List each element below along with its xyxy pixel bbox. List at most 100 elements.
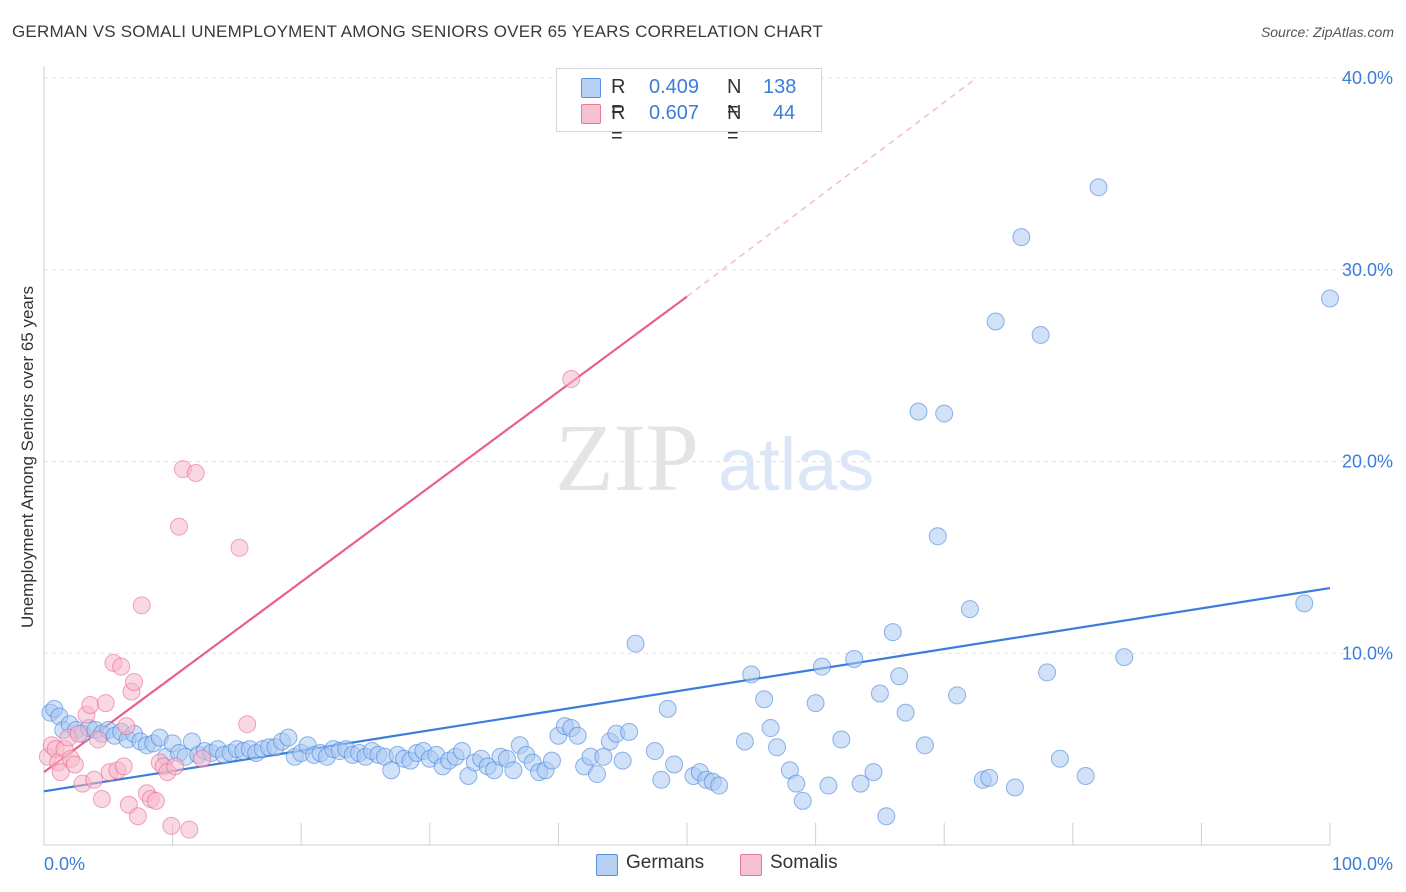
point-germans: [896, 703, 915, 722]
legend-label-germans: Germans: [626, 852, 705, 873]
point-germans: [710, 776, 729, 795]
point-germans: [761, 719, 780, 738]
point-germans: [793, 791, 812, 810]
point-somalis: [128, 807, 147, 826]
point-germans: [1076, 766, 1095, 785]
point-germans: [742, 665, 761, 684]
watermark: ZIP atlas: [555, 404, 874, 511]
point-somalis: [69, 724, 88, 743]
legend-r-value: 0.607: [649, 102, 700, 124]
point-germans: [819, 776, 838, 795]
point-germans: [980, 768, 999, 787]
watermark-zip: ZIP: [555, 404, 699, 511]
point-germans: [883, 623, 902, 642]
point-somalis: [193, 749, 212, 768]
point-germans: [806, 694, 825, 713]
point-germans: [620, 722, 639, 741]
point-germans: [658, 699, 677, 718]
point-germans: [587, 765, 606, 784]
x-tick-labels: 0.0% 100.0%: [44, 854, 1393, 874]
point-germans: [626, 634, 645, 653]
chart-title: GERMAN VS SOMALI UNEMPLOYMENT AMONG SENI…: [12, 22, 824, 41]
trend-line-extension-somalis: [686, 77, 977, 298]
y-tick-label: 30.0%: [1342, 260, 1393, 280]
point-somalis: [65, 755, 84, 774]
point-somalis: [162, 816, 181, 835]
point-germans: [1031, 325, 1050, 344]
point-germans: [890, 667, 909, 686]
legend-n-label: N =: [727, 76, 742, 121]
legend-swatch-germans: [581, 78, 601, 98]
point-germans: [594, 747, 613, 766]
point-germans: [1321, 289, 1339, 308]
point-somalis: [51, 763, 70, 782]
y-axis-label: Unemployment Among Seniors over 65 years: [18, 286, 37, 628]
legend-swatch-somalis: [740, 854, 762, 876]
point-somalis: [146, 791, 165, 810]
point-germans: [1050, 749, 1069, 768]
point-germans: [1115, 648, 1134, 667]
point-somalis: [238, 715, 257, 734]
point-somalis: [125, 673, 144, 692]
point-germans: [652, 770, 671, 789]
point-somalis: [166, 757, 185, 776]
point-germans: [845, 650, 864, 669]
point-somalis: [170, 517, 189, 536]
point-germans: [851, 774, 870, 793]
source-label: Source: ZipAtlas.com: [1260, 24, 1394, 40]
trend-line-germans: [43, 586, 1331, 793]
point-germans: [935, 404, 954, 423]
point-somalis: [114, 757, 133, 776]
legend-n-value: 138: [763, 76, 797, 98]
point-germans: [864, 763, 883, 782]
legend-r-value: 0.409: [649, 76, 700, 98]
legend-label-somalis: Somalis: [770, 852, 838, 873]
point-germans: [960, 600, 979, 619]
watermark-atlas: atlas: [718, 423, 874, 506]
legend-swatch-somalis: [581, 104, 601, 124]
y-tick-labels: 10.0% 20.0% 30.0% 40.0%: [1342, 68, 1393, 663]
point-somalis: [230, 538, 249, 557]
point-somalis: [92, 789, 111, 808]
point-germans: [452, 742, 471, 761]
scatter-points: [38, 178, 1339, 839]
point-germans: [877, 807, 896, 826]
point-somalis: [132, 596, 151, 615]
point-germans: [948, 686, 967, 705]
y-tick-label: 40.0%: [1342, 68, 1393, 88]
point-germans: [986, 312, 1005, 331]
point-somalis: [186, 464, 205, 483]
point-somalis: [117, 717, 136, 736]
point-germans: [279, 728, 298, 747]
point-germans: [1089, 178, 1108, 197]
point-somalis: [180, 820, 199, 839]
grid-lines: [44, 77, 1366, 654]
point-germans: [568, 726, 587, 745]
point-germans: [735, 732, 754, 751]
point-germans: [768, 738, 787, 757]
point-germans: [542, 751, 561, 770]
x-tick-label-max: 100.0%: [1332, 854, 1393, 874]
point-germans: [645, 742, 664, 761]
point-germans: [915, 736, 934, 755]
point-germans: [870, 684, 889, 703]
point-somalis: [112, 657, 131, 676]
legend-r-label: R =: [611, 76, 626, 121]
point-germans: [382, 761, 401, 780]
point-somalis: [81, 696, 100, 715]
point-germans: [1038, 663, 1057, 682]
legend-n-value: 44: [773, 102, 796, 124]
point-somalis: [89, 730, 108, 749]
point-somalis: [562, 370, 581, 389]
point-germans: [832, 730, 851, 749]
point-germans: [504, 761, 523, 780]
point-germans: [928, 527, 947, 546]
point-somalis: [85, 770, 104, 789]
trend-line-somalis: [43, 295, 688, 774]
y-tick-label: 10.0%: [1342, 643, 1393, 663]
y-tick-label: 20.0%: [1342, 452, 1393, 472]
point-germans: [665, 755, 684, 774]
stats-legend: R = 0.409 N = 138 R = 0.607 N = 44: [556, 68, 822, 147]
legend-r-label: R =: [611, 102, 626, 147]
